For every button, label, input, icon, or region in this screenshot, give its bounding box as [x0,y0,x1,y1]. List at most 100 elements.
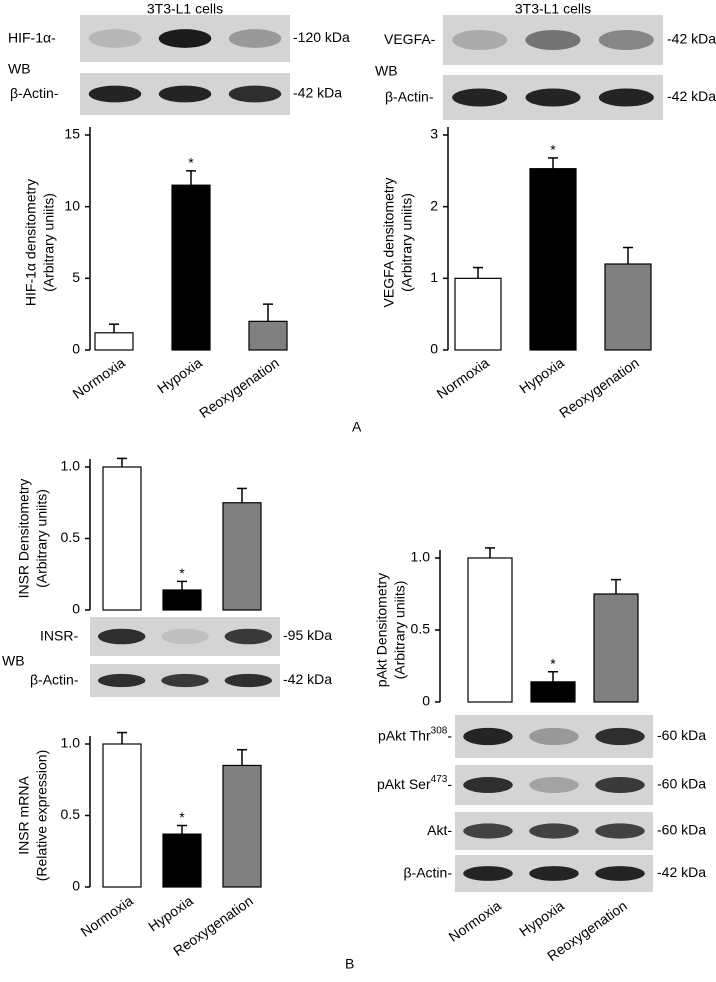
y-tick-label: 10 [64,197,80,213]
x-tick-label: Hypoxia [516,897,567,939]
wb-label: WB [375,63,398,79]
blot-label: Akt- [427,822,452,838]
blot-label-part: 308 [431,726,448,737]
blot-band [595,823,645,839]
blot-band [463,777,513,793]
blot-label: VEGFA- [384,31,436,47]
significance-marker: * [179,565,185,581]
bar [593,593,639,703]
blot-band [529,727,579,746]
y-tick-label: 0.5 [61,529,81,545]
y-axis-label: HIF-1α densitometry [23,179,39,306]
blot-band [595,777,645,793]
blot-label-part: Akt- [427,822,452,838]
kda-label: -60 kDa [657,822,706,838]
blot-label: INSR- [40,627,78,643]
blot-label-part: - [447,776,452,792]
x-tick-label: Normoxia [78,892,136,940]
kda-label: -42 kDa [667,31,716,47]
y-tick-label: 0.5 [61,806,81,822]
wb-label: WB [8,61,31,77]
bar [222,764,262,888]
bar [222,502,262,611]
blot-label: β-Actin- [403,864,452,880]
blot-label-part: VEGFA- [384,31,436,47]
wb-label: WB [2,653,25,669]
kda-label: -42 kDa [293,85,342,101]
blot-band [463,866,513,881]
bar [162,833,202,888]
y-tick-label: 0 [422,693,430,709]
x-tick-label: Normoxia [70,354,128,402]
bar [102,743,142,888]
significance-marker: * [188,155,194,171]
bar [454,277,502,351]
y-tick-label: 15 [64,126,80,142]
x-tick-label: Hypoxia [145,892,196,934]
blot-band [158,85,212,103]
panel-letter: B [345,956,354,972]
x-tick-label: Normoxia [446,897,504,945]
blot-band [463,823,513,839]
bar [467,557,513,703]
blot-band [161,628,209,645]
blot-label-part: pAkt Ser [377,776,431,792]
y-tick-label: 0 [72,341,80,357]
blot-label: HIF-1α- [8,29,56,45]
y-tick-label: 0.5 [411,621,431,637]
blot-band [97,673,146,688]
blot-label: β-Actin- [10,85,59,101]
blot-band [452,30,508,50]
blot-label-part: INSR- [40,627,78,643]
y-axis-label: (Arbitrary uniits) [34,489,50,588]
blot-band [224,673,273,688]
blot-band [88,29,142,48]
y-axis-label: VEGFA densitometry [381,178,397,308]
blot-band [598,30,654,50]
y-tick-label: 2 [430,197,438,213]
blot-band [161,673,209,688]
x-tick-label: Hypoxia [154,354,205,396]
blot-band [224,628,273,645]
kda-label: -42 kDa [657,864,706,880]
blot-band [97,628,146,645]
blot-label-part: β-Actin- [10,85,59,101]
blot-label-part: β-Actin- [385,88,434,104]
y-tick-label: 0 [72,601,80,617]
y-tick-label: 0 [430,341,438,357]
kda-label: -60 kDa [657,776,706,792]
kda-label: -95 kDa [283,627,332,643]
y-tick-label: 3 [430,126,438,142]
kda-label: -42 kDa [667,88,716,104]
panel-letter: A [352,419,362,435]
y-axis-label: (Arbitrary uniits) [392,581,408,680]
blot-band [158,29,212,48]
bar [248,320,288,351]
blot-label: β-Actin- [385,88,434,104]
y-tick-label: 1.0 [411,549,431,565]
blot-band [529,777,579,793]
bar [529,168,577,351]
blot-band [595,727,645,746]
blot-band [228,29,282,48]
bar [604,263,652,351]
y-axis-label: (Arbitrary uniits) [41,193,57,292]
blot-band [529,823,579,839]
kda-label: -60 kDa [657,727,706,743]
y-axis-label: INSR mRNA [16,776,32,855]
blot-label: pAkt Ser473- [377,774,452,792]
bar [162,589,202,611]
blot-band [452,88,508,107]
blot-band [529,866,579,881]
blot-label-part: pAkt Thr [378,727,431,743]
y-tick-label: 1.0 [61,735,81,751]
kda-label: -42 kDa [283,671,332,687]
significance-marker: * [550,655,556,671]
bar [102,466,142,611]
blot-band [463,727,513,746]
blot-label-part: β-Actin- [403,864,452,880]
x-tick-label: Normoxia [434,354,492,402]
significance-marker: * [550,142,556,158]
y-axis-label: INSR Densitometry [16,479,32,599]
